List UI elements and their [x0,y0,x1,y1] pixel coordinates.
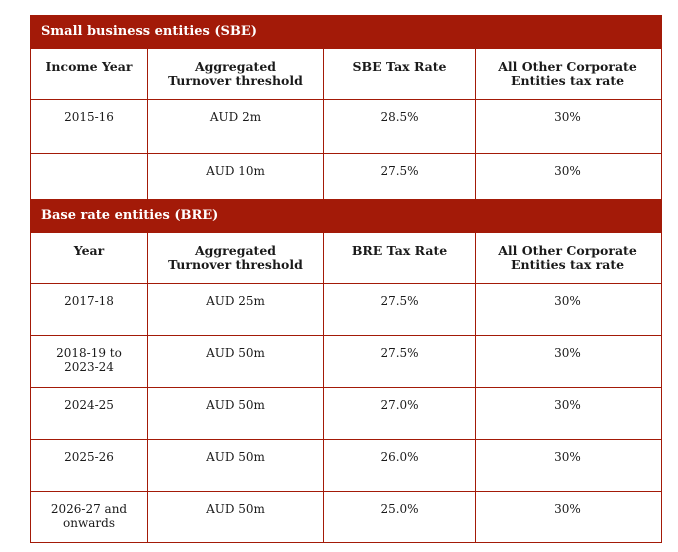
sbe-table-row: AUD 10m 27.5% 30% [31,153,661,199]
sbe-header-row: Income Year Aggregated Turnover threshold S… [31,49,661,99]
bre-column-header: All Other Corporate Entities tax rate [498,243,637,272]
bre-table-cell: 27.5% [324,336,476,387]
bre-table-cell: AUD 50m [148,336,324,387]
sbe-table-cell: AUD 2m [148,100,324,153]
sbe-column-header: All Other Corporate Entities tax rate [498,59,637,88]
bre-table-cell: 2026-27 and onwards [31,492,148,542]
bre-column-header: Aggregated Turnover threshold [148,233,324,283]
bre-table-cell: 2024-25 [31,388,148,439]
bre-section: Year Aggregated Turnover threshold BRE Tax … [31,233,661,543]
sbe-table-cell [31,154,148,199]
sbe-table-cell: 28.5% [324,100,476,153]
bre-table-cell: AUD 50m [148,492,324,542]
bre-table-cell: 30% [554,346,581,360]
sbe-column-header: Income Year [31,49,148,99]
bre-table-cell: 27.0% [324,388,476,439]
sbe-table-cell: AUD 10m [148,154,324,199]
tax-rate-table: Small business entities (SBE) Income Yea… [30,15,662,543]
bre-table-cell: AUD 50m [148,388,324,439]
bre-table-cell: AUD 25m [148,284,324,335]
sbe-column-header: SBE Tax Rate [324,49,476,99]
bre-table-row: 2018-19 to 2023-24 AUD 50m 27.5% 30% [31,335,661,387]
bre-section-title: Base rate entities (BRE) [31,199,661,233]
bre-table-row: 2026-27 and onwards AUD 50m 25.0% 30% [31,491,661,543]
bre-table-cell: 27.5% [324,284,476,335]
bre-table-cell: 2025-26 [31,440,148,491]
bre-table-cell: 2017-18 [31,284,148,335]
bre-table-row: 2017-18 AUD 25m 27.5% 30% [31,283,661,335]
bre-table-cell: 30% [554,502,581,516]
bre-header-row: Year Aggregated Turnover threshold BRE Tax … [31,233,661,283]
bre-table-row: 2024-25 AUD 50m 27.0% 30% [31,387,661,439]
bre-column-header: Year [31,233,148,283]
bre-table-cell: AUD 50m [148,440,324,491]
bre-table-cell: 30% [554,398,581,412]
sbe-table-cell: 30% [554,164,581,178]
sbe-table-row: 2015-16 AUD 2m 28.5% 30% [31,99,661,153]
bre-table-row: 2025-26 AUD 50m 26.0% 30% [31,439,661,491]
bre-table-cell: 30% [554,294,581,308]
bre-table-cell: 30% [554,450,581,464]
bre-column-header: BRE Tax Rate [324,233,476,283]
sbe-table-cell: 2015-16 [31,100,148,153]
bre-table-cell: 2018-19 to 2023-24 [31,336,148,387]
sbe-section: Income Year Aggregated Turnover threshold S… [31,49,661,199]
bre-table-cell: 25.0% [324,492,476,542]
bre-table-cell: 26.0% [324,440,476,491]
sbe-section-title: Small business entities (SBE) [31,15,661,49]
sbe-column-header: Aggregated Turnover threshold [148,49,324,99]
sbe-table-cell: 27.5% [324,154,476,199]
sbe-table-cell: 30% [554,110,581,124]
